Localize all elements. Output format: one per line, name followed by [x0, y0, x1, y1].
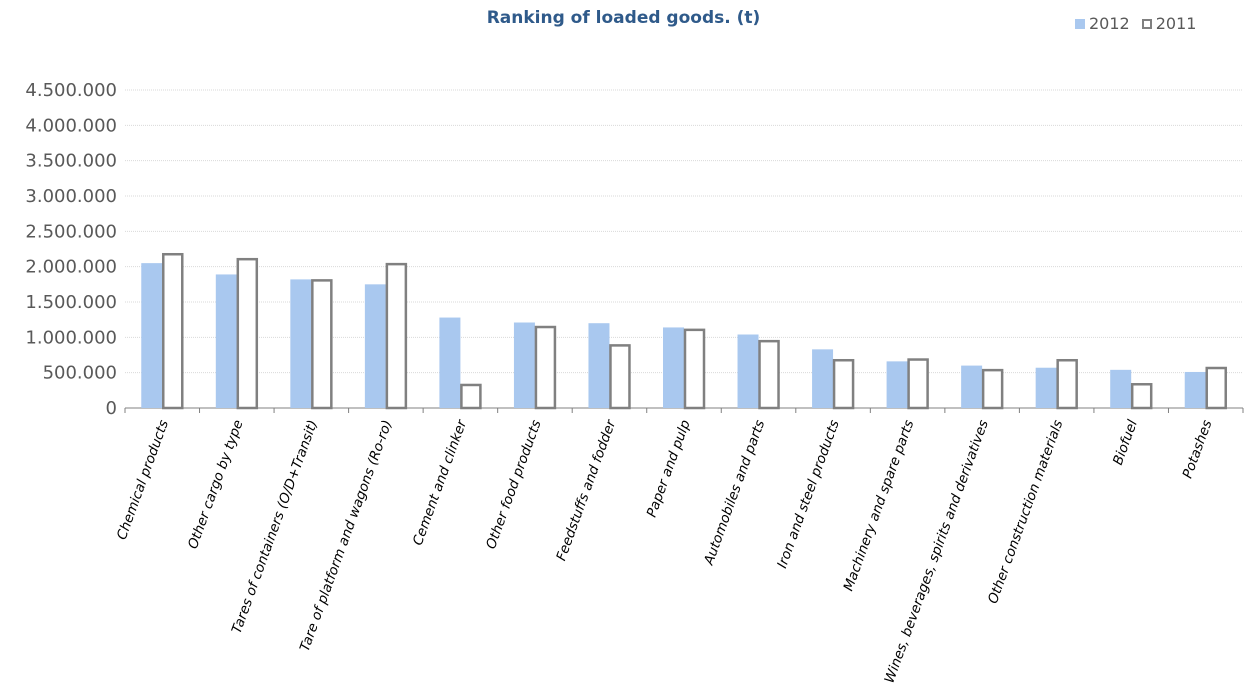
y-tick-label: 2.000.000	[25, 257, 117, 278]
bar-2012	[364, 284, 386, 408]
x-tick-label: Machinery and spare parts	[840, 418, 917, 593]
y-tick-label: 1.000.000	[25, 327, 117, 348]
bar-2011	[758, 339, 780, 410]
bar-2012	[812, 349, 834, 408]
bar-2011	[311, 279, 333, 410]
bar-2011	[1205, 366, 1227, 410]
bar-2011	[981, 368, 1004, 410]
chart-title: Ranking of loaded goods. (t)	[486, 8, 761, 28]
legend-swatch-2011	[1141, 18, 1152, 29]
bar-2012	[439, 317, 461, 408]
bar-2012	[215, 274, 237, 408]
bar-2011	[1056, 358, 1078, 410]
legend: 2012 2011	[1075, 14, 1208, 33]
y-tick-label: 4.500.000	[25, 80, 117, 101]
bar-2011	[609, 344, 631, 410]
x-tick-label: Tares of containers (O/D+Transit)	[229, 418, 321, 636]
x-tick-label: Biofuel	[1110, 418, 1141, 468]
legend-swatch-2012	[1075, 18, 1085, 29]
x-tick-label: Potashes	[1180, 418, 1216, 481]
legend-label-2012: 2012	[1089, 14, 1130, 33]
x-tick-label: Other construction materials	[985, 418, 1066, 606]
x-tick-label: Other cargo by type	[185, 418, 247, 551]
bar-2012	[290, 279, 312, 408]
x-tick-label: Iron and steel products	[774, 418, 843, 571]
x-tick-label: Automobiles and parts	[701, 418, 769, 568]
bar-2012	[961, 365, 983, 408]
bar-2011	[683, 328, 706, 410]
y-tick-label: 1.500.000	[25, 292, 117, 313]
x-tick-label: Paper and pulp	[644, 418, 694, 520]
x-tick-label: Chemical products	[114, 418, 172, 542]
bar-2012	[141, 263, 163, 408]
y-tick-label: 2.500.000	[25, 221, 117, 242]
bar-2012	[663, 327, 684, 408]
bar-2012	[1110, 369, 1132, 408]
bar-2012	[1035, 367, 1057, 408]
x-tick-label: Tare of platform and wagons (Ro-ro)	[297, 418, 396, 654]
bar-2011	[162, 252, 184, 410]
bar-2011	[907, 358, 929, 410]
y-tick-label: 3.500.000	[25, 151, 117, 172]
bar-2011	[534, 325, 557, 410]
bar-2011	[1130, 383, 1153, 410]
legend-label-2011: 2011	[1155, 14, 1197, 33]
y-tick-label: 500.000	[43, 363, 117, 384]
bar-2012	[737, 334, 759, 408]
bar-2012	[588, 323, 610, 408]
y-tick-label: 3.000.000	[25, 186, 117, 207]
bar-2012	[1184, 371, 1206, 408]
legend-item-2012: 2012	[1075, 14, 1130, 33]
bar-2011	[832, 358, 855, 410]
y-tick-label: 0	[106, 398, 117, 419]
bar-2011	[236, 257, 259, 410]
x-tick-label: Cement and clinker	[410, 417, 471, 548]
bar-2012	[513, 322, 535, 408]
bar-2011	[385, 262, 408, 410]
x-tick-label: Other food products	[483, 418, 545, 551]
bar-2011	[460, 383, 482, 410]
bar-2012	[886, 361, 908, 408]
y-tick-label: 4.000.000	[25, 115, 117, 136]
legend-item-2011: 2011	[1141, 14, 1197, 33]
x-tick-label: Feedstuffs and fodder	[553, 417, 619, 563]
